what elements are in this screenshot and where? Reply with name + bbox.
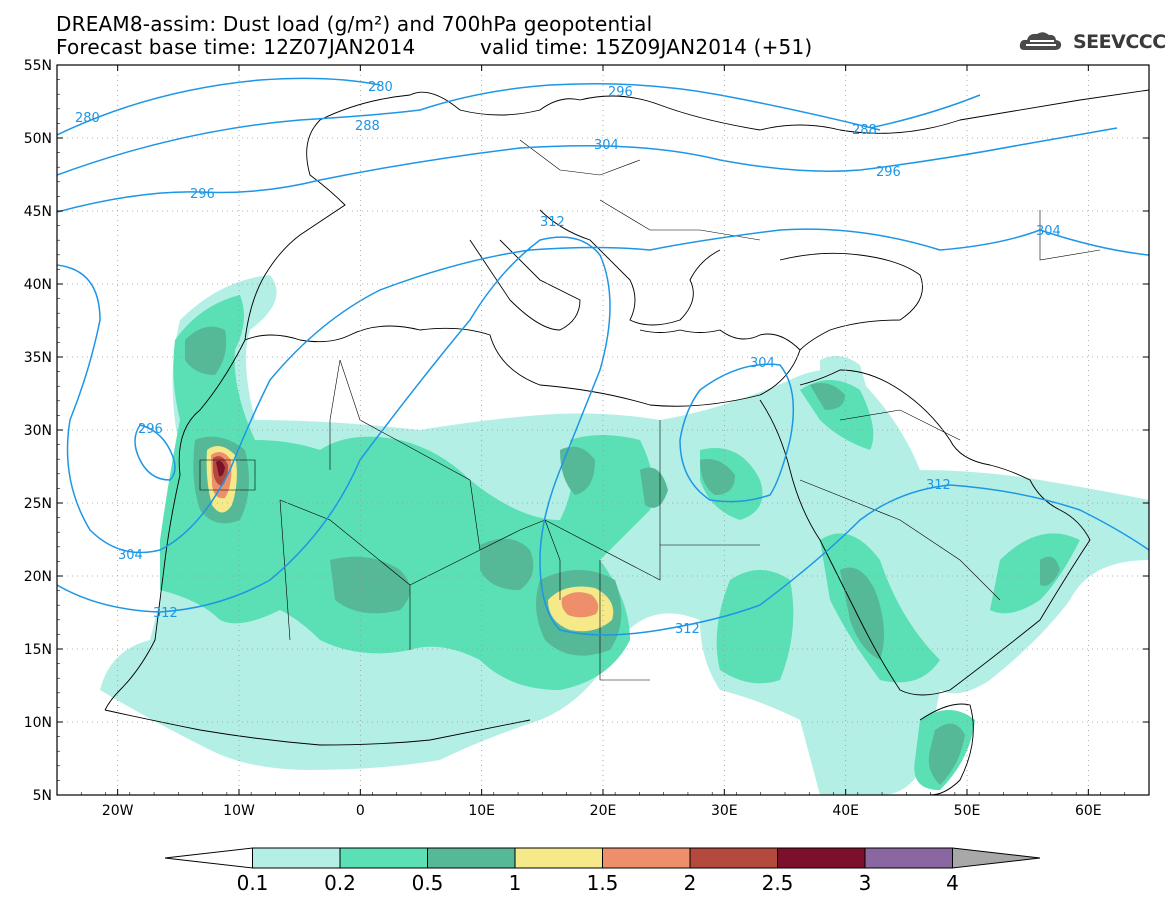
- y-tick-label: 45N: [24, 204, 52, 220]
- coastlines: [104, 89, 1149, 795]
- x-tick-label: 20E: [590, 803, 617, 819]
- contour-label: 312: [153, 606, 178, 621]
- colorbar-swatch-over: [952, 847, 1041, 869]
- colorbar-swatch: [864, 847, 953, 869]
- contour-label: 312: [540, 215, 565, 230]
- contour-label: 296: [876, 165, 901, 180]
- colorbar: 0.1 0.2 0.5 1 1.5 2 2.5 3 4: [164, 847, 1041, 895]
- y-tick-label: 55N: [24, 58, 52, 74]
- contour-label: 312: [675, 622, 700, 637]
- y-tick-label: 30N: [24, 423, 52, 439]
- contour-label: 296: [190, 187, 215, 202]
- contour-label: 304: [118, 548, 143, 563]
- forecast-base-time: Forecast base time: 12Z07JAN2014: [56, 35, 416, 59]
- contour-label: 304: [594, 138, 619, 153]
- x-tick-label: 60E: [1075, 803, 1102, 819]
- contour-label: 280: [368, 80, 393, 95]
- longitude-axis: 20W 10W 0 10E 20E 30E 40E 50E 60E: [56, 65, 1150, 819]
- geopotential-contours: [57, 77, 1149, 636]
- chart-title: DREAM8-assim: Dust load (g/m²) and 700hP…: [56, 12, 653, 36]
- x-tick-label: 10W: [223, 803, 255, 819]
- colorbar-label: 4: [946, 871, 959, 895]
- contour-label: 312: [926, 478, 951, 493]
- colorbar-swatch: [252, 847, 341, 869]
- graticule: [57, 65, 1149, 795]
- colorbar-swatch: [689, 847, 778, 869]
- colorbar-label: 0.1: [237, 871, 269, 895]
- colorbar-swatch: [514, 847, 603, 869]
- contour-label: 296: [138, 422, 163, 437]
- colorbar-swatch: [427, 847, 516, 869]
- dust-field: 280 280 288 288 296 296 296 296 304 304 …: [57, 65, 1149, 795]
- y-tick-label: 10N: [24, 715, 52, 731]
- colorbar-swatch: [777, 847, 866, 869]
- contour-labels: 280 280 288 288 296 296 296 296 304 304 …: [75, 80, 1061, 637]
- x-tick-label: 0: [356, 803, 365, 819]
- y-tick-label: 35N: [24, 350, 52, 366]
- y-tick-label: 50N: [24, 131, 52, 147]
- cloud-logo-icon: [1019, 32, 1062, 50]
- x-tick-label: 30E: [711, 803, 738, 819]
- x-tick-label: 50E: [954, 803, 981, 819]
- y-tick-label: 25N: [24, 496, 52, 512]
- colorbar-label: 2.5: [762, 871, 794, 895]
- contour-label: 304: [750, 356, 775, 371]
- valid-time: valid time: 15Z09JAN2014 (+51): [480, 35, 813, 59]
- y-tick-label: 40N: [24, 277, 52, 293]
- logo-text: SEEVCCC: [1073, 31, 1165, 53]
- colorbar-label: 0.5: [412, 871, 444, 895]
- y-tick-label: 5N: [33, 788, 52, 804]
- x-tick-label: 10E: [468, 803, 495, 819]
- contour-label: 280: [75, 111, 100, 126]
- colorbar-label: 2: [684, 871, 697, 895]
- contour-label: 288: [355, 119, 380, 134]
- colorbar-label: 1.5: [587, 871, 619, 895]
- y-tick-label: 20N: [24, 569, 52, 585]
- colorbar-swatch: [339, 847, 428, 869]
- colorbar-label: 0.2: [324, 871, 356, 895]
- y-tick-label: 15N: [24, 642, 52, 658]
- colorbar-swatch: [602, 847, 691, 869]
- colorbar-label: 1: [509, 871, 522, 895]
- contour-label: 288: [852, 123, 877, 138]
- latitude-axis: 55N 50N 45N 40N 35N 30N 25N 20N 15N 10N 5N: [24, 58, 1149, 804]
- contour-label: 296: [608, 85, 633, 100]
- dust-level-2-and-above: [213, 456, 228, 486]
- x-tick-label: 20W: [102, 803, 134, 819]
- colorbar-swatch-under: [164, 847, 253, 869]
- contour-label: 304: [1036, 224, 1061, 239]
- colorbar-label: 3: [859, 871, 872, 895]
- x-tick-label: 40E: [832, 803, 859, 819]
